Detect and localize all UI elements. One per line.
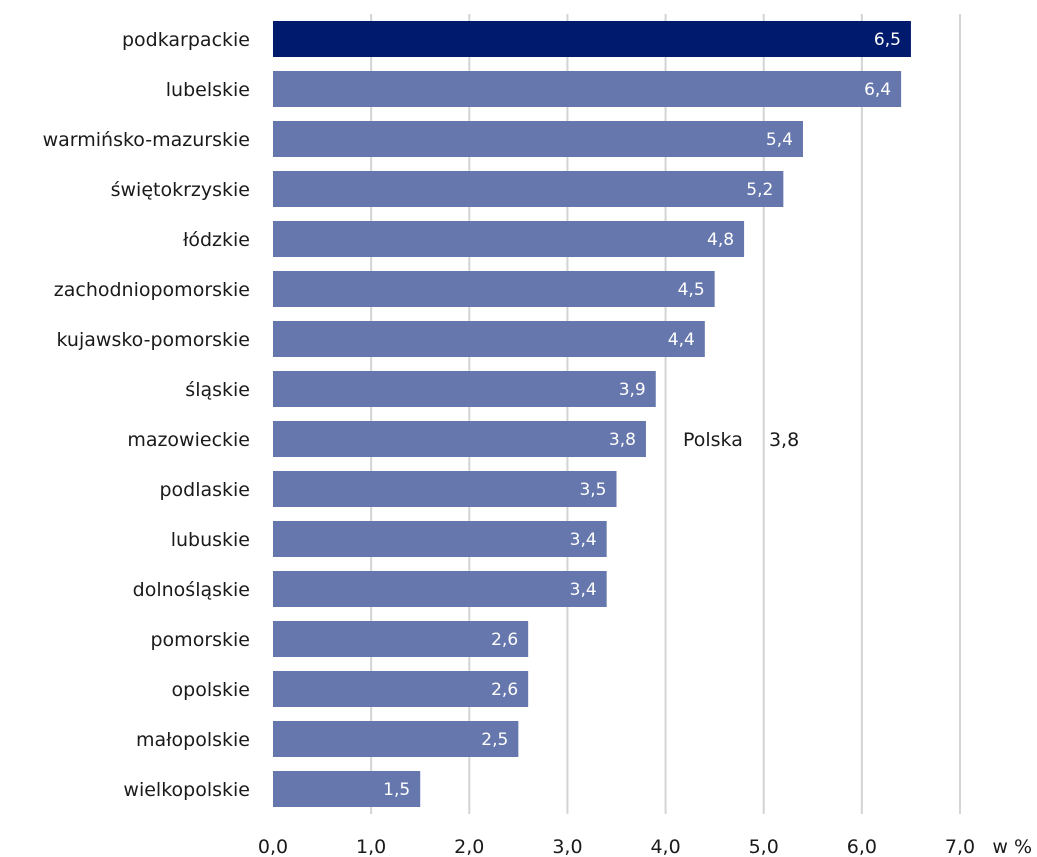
bar-value-label: 4,8 bbox=[707, 230, 734, 250]
x-tick-label: 1,0 bbox=[356, 836, 386, 857]
bar bbox=[273, 171, 784, 207]
category-label: wielkopolskie bbox=[123, 779, 250, 801]
category-label: podkarpackie bbox=[122, 29, 250, 51]
category-label: zachodniopomorskie bbox=[54, 279, 250, 301]
bars bbox=[273, 21, 911, 807]
bar-value-label: 6,4 bbox=[864, 80, 891, 100]
bar bbox=[273, 621, 529, 657]
bar bbox=[273, 471, 617, 507]
bar-value-label: 1,5 bbox=[383, 780, 410, 800]
bar-value-label: 6,5 bbox=[874, 30, 901, 50]
x-tick-label: 6,0 bbox=[847, 836, 877, 857]
category-label: dolnośląskie bbox=[133, 579, 250, 601]
x-tick-label: 4,0 bbox=[650, 836, 680, 857]
x-tick-label: 5,0 bbox=[749, 836, 779, 857]
reference-label: Polska bbox=[683, 429, 743, 451]
bar bbox=[273, 771, 421, 807]
bar bbox=[273, 521, 607, 557]
x-tick-label: 3,0 bbox=[552, 836, 582, 857]
reference-value: 3,8 bbox=[769, 429, 799, 451]
bar bbox=[273, 71, 902, 107]
bar-value-label: 3,4 bbox=[570, 580, 597, 600]
bar-value-label: 3,8 bbox=[609, 430, 636, 450]
bar-value-label: 2,6 bbox=[491, 630, 518, 650]
category-label: świętokrzyskie bbox=[111, 179, 250, 201]
category-label: warmińsko-mazurskie bbox=[43, 129, 250, 151]
bar bbox=[273, 321, 705, 357]
category-label: lubuskie bbox=[171, 529, 250, 551]
category-label: kujawsko-pomorskie bbox=[57, 329, 250, 351]
bar-value-label: 3,5 bbox=[579, 480, 606, 500]
x-tick-label: 2,0 bbox=[454, 836, 484, 857]
bar-value-label: 5,2 bbox=[746, 180, 773, 200]
x-axis-ticks: 0,0 1,0 2,0 3,0 4,0 5,0 6,0 7,0 bbox=[258, 836, 975, 857]
bar-value-label: 4,5 bbox=[678, 280, 705, 300]
category-label: mazowieckie bbox=[127, 429, 250, 451]
category-label: pomorskie bbox=[151, 629, 251, 651]
bar bbox=[273, 571, 607, 607]
bar-value-label: 3,9 bbox=[619, 380, 646, 400]
x-tick-label: 0,0 bbox=[258, 836, 288, 857]
bar bbox=[273, 221, 745, 257]
category-label: łódzkie bbox=[183, 229, 250, 251]
bar bbox=[273, 721, 519, 757]
x-tick-label: 7,0 bbox=[945, 836, 975, 857]
bar bbox=[273, 421, 646, 457]
category-label: małopolskie bbox=[136, 729, 250, 751]
category-label: podlaskie bbox=[159, 479, 250, 501]
category-label: opolskie bbox=[172, 679, 250, 701]
category-label: śląskie bbox=[185, 379, 250, 401]
bar-value-label: 3,4 bbox=[570, 530, 597, 550]
bar-value-label: 2,5 bbox=[481, 730, 508, 750]
bar bbox=[273, 671, 529, 707]
bar bbox=[273, 271, 715, 307]
bar bbox=[273, 21, 911, 57]
reference-annotation: Polska 3,8 bbox=[683, 429, 799, 451]
bar-value-label: 2,6 bbox=[491, 680, 518, 700]
category-label: lubelskie bbox=[166, 79, 250, 101]
bar bbox=[273, 121, 803, 157]
bar-value-label: 4,4 bbox=[668, 330, 695, 350]
x-unit-label: w % bbox=[992, 836, 1032, 857]
value-labels: 6,5 6,4 5,4 5,2 4,8 4,5 4,4 3,9 3,8 3,5 3,4 3,4 2,6 2… bbox=[383, 30, 901, 800]
category-labels: podkarpackie lubelskie warmińsko-mazurskie… bbox=[43, 29, 250, 801]
bar-value-label: 5,4 bbox=[766, 130, 793, 150]
bar bbox=[273, 371, 656, 407]
